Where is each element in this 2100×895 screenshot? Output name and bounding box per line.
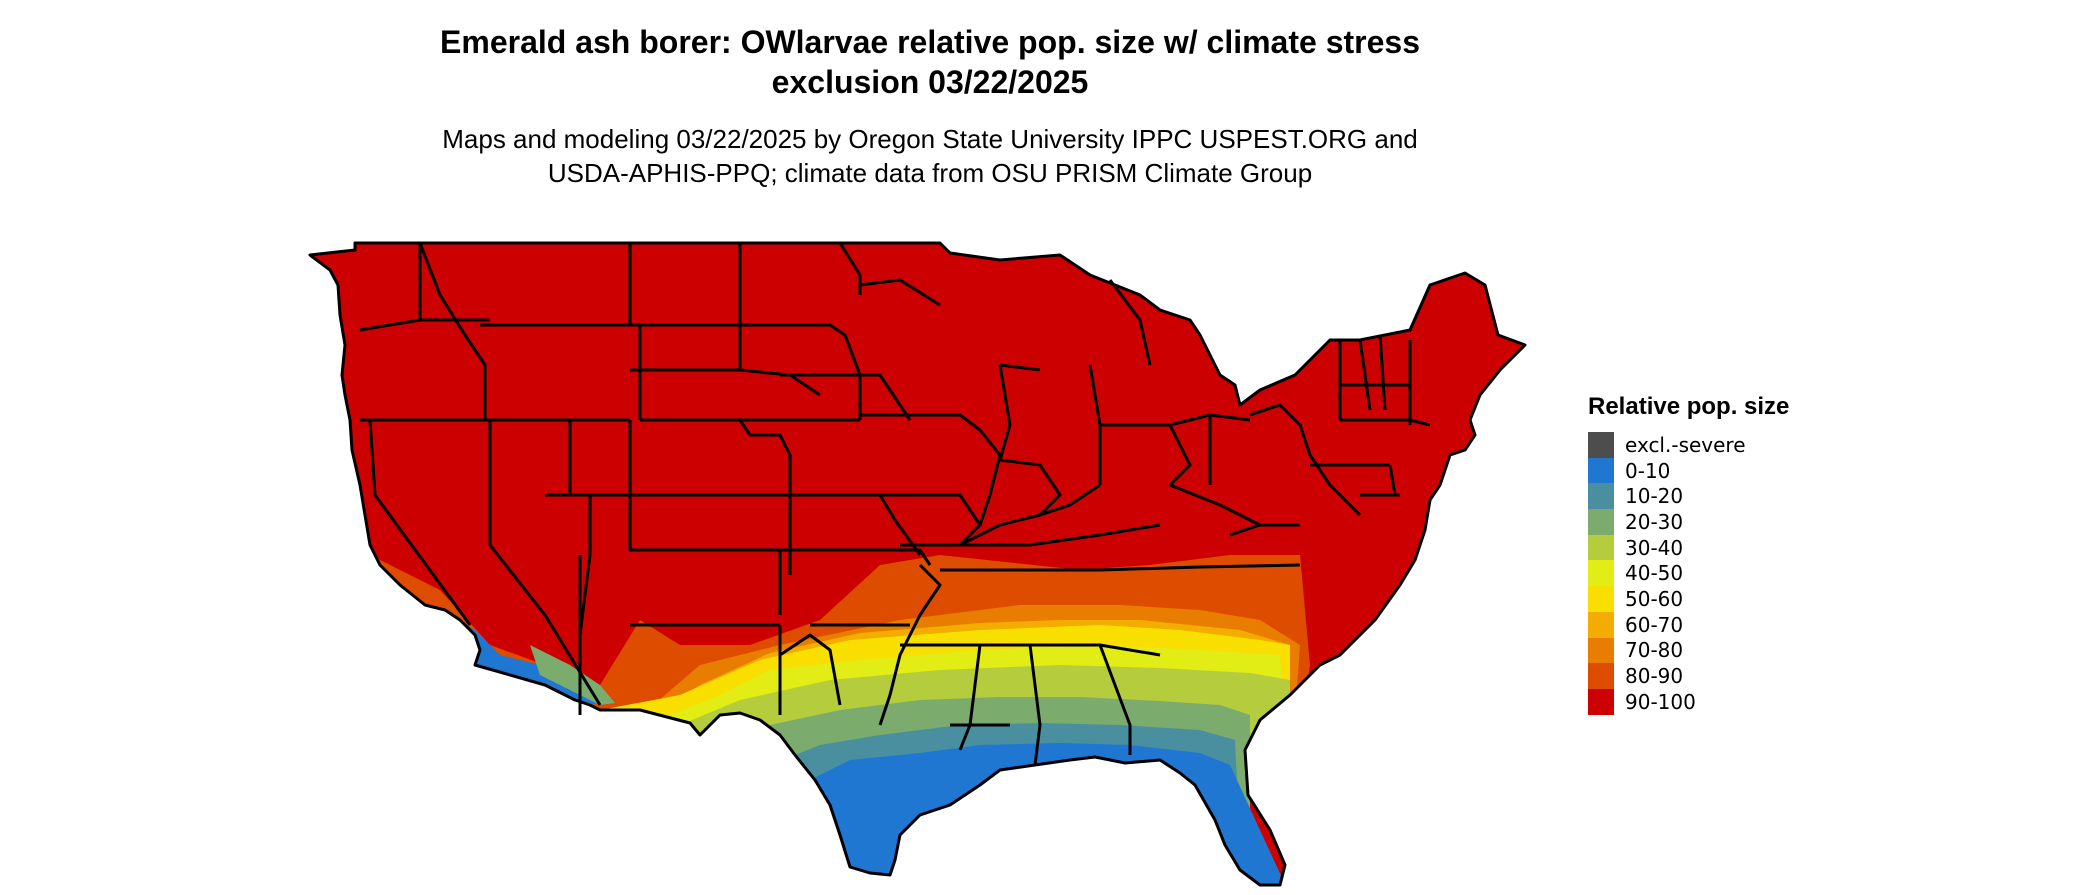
legend-swatch [1588,688,1614,715]
legend-label: 20-30 [1625,509,1684,534]
legend-label: 50-60 [1625,586,1684,611]
legend-swatch [1588,483,1614,510]
map-subtitle-line-1: Maps and modeling 03/22/2025 by Oregon S… [442,124,1418,154]
legend-item: 70-80 [1588,637,1789,664]
legend-label: 40-50 [1625,561,1684,586]
legend-item: 40-50 [1588,560,1789,587]
legend-item: 0-10 [1588,457,1789,484]
legend-item: 80-90 [1588,663,1789,689]
us-map [308,241,1527,887]
zone-30-40-southwest [530,645,615,705]
map-subtitle-line-2: USDA-APHIS-PPQ; climate data from OSU PR… [547,158,1313,188]
state-boundaries [308,241,1527,887]
legend-title: Relative pop. size [1588,393,1790,420]
legend-item: 20-30 [1588,509,1789,535]
map-title-line-1: Emerald ash borer: OWlarvae relative pop… [440,24,1420,60]
legend-label: 90-100 [1625,689,1696,714]
legend-swatch [1588,457,1614,484]
legend-swatch [1588,663,1614,689]
legend-label: 80-90 [1625,664,1684,689]
legend-item: 30-40 [1588,534,1789,561]
legend-label: 10-20 [1625,484,1684,509]
legend-label: 30-40 [1625,535,1684,560]
legend-swatch [1588,509,1614,535]
legend: Relative pop. size excl.-severe 0-10 10-… [1588,392,1789,715]
legend-swatch [1588,586,1614,612]
legend-swatch [1588,637,1614,664]
legend-item: 50-60 [1588,586,1789,612]
legend-item: excl.-severe [1588,432,1789,458]
map-title: Emerald ash borer: OWlarvae relative pop… [0,22,1860,102]
legend-item: 60-70 [1588,611,1789,638]
legend-items: excl.-severe 0-10 10-20 20-30 30-40 40-5… [1588,432,1789,715]
map-title-line-2: exclusion 03/22/2025 [771,64,1089,100]
legend-item: 90-100 [1588,688,1789,715]
legend-label: 0-10 [1625,458,1671,483]
legend-item: 10-20 [1588,483,1789,510]
legend-swatch [1588,534,1614,561]
legend-label: 60-70 [1625,612,1684,637]
legend-swatch [1588,560,1614,587]
map-subtitle: Maps and modeling 03/22/2025 by Oregon S… [0,122,1860,190]
legend-label: excl.-severe [1625,432,1746,457]
legend-swatch [1588,432,1614,458]
legend-swatch [1588,611,1614,638]
legend-label: 70-80 [1625,638,1684,663]
